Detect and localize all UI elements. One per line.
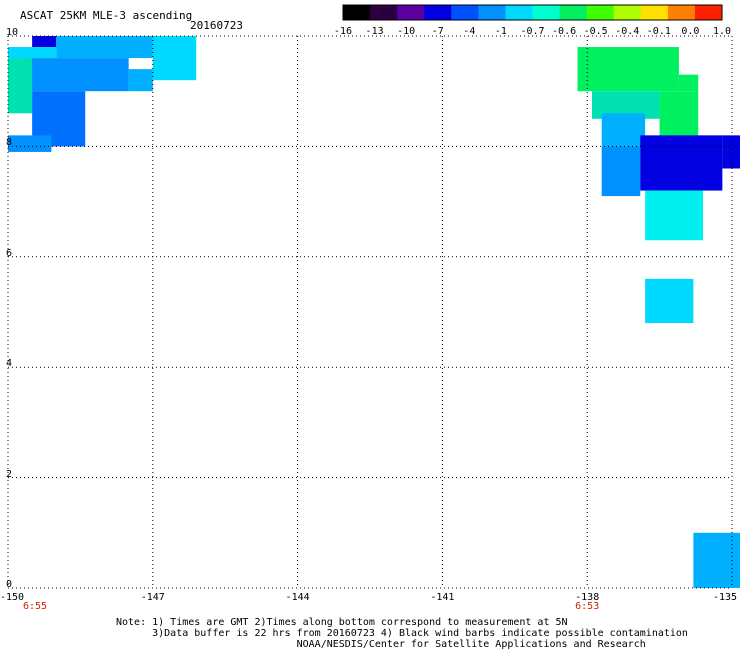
y-tick-label: 2 xyxy=(6,468,13,480)
note-line-1: Note: 1) Times are GMT 2)Times along bot… xyxy=(116,617,568,628)
wind-cell xyxy=(693,532,740,588)
wind-cell xyxy=(32,36,57,48)
colorbar-label: -13 xyxy=(365,26,384,37)
wind-cell xyxy=(8,47,57,59)
colorbar xyxy=(342,4,723,21)
x-tick-label: -144 xyxy=(285,592,310,603)
colorbar-swatch xyxy=(640,5,669,20)
map-title: ASCAT 25KM MLE-3 ascending xyxy=(20,9,193,22)
wind-cell xyxy=(601,146,641,197)
wind-cell xyxy=(128,69,153,92)
colorbar-label: -0.7 xyxy=(520,26,545,37)
x-tick-label: -141 xyxy=(430,592,455,603)
map-date: 20160723 xyxy=(190,19,243,32)
wind-cell xyxy=(8,135,52,152)
colorbar-frame xyxy=(342,4,723,21)
colorbar-label: -10 xyxy=(397,26,416,37)
data-cells xyxy=(8,36,740,588)
note-line-3: NOAA/NESDIS/Center for Satellite Applica… xyxy=(116,639,646,650)
colorbar-swatch xyxy=(613,5,642,20)
colorbar-swatch xyxy=(667,5,696,20)
colorbar-label: 0.0 xyxy=(681,26,700,37)
colorbar-label: -1 xyxy=(494,26,507,37)
colorbar-label: -7 xyxy=(431,26,444,37)
y-tick-label: 6 xyxy=(6,247,13,259)
colorbar-swatch xyxy=(343,5,371,20)
colorbar-label: -0.4 xyxy=(615,26,640,37)
colorbar-label: -0.5 xyxy=(583,26,608,37)
wind-cell xyxy=(645,278,694,324)
colorbar-label: -0.6 xyxy=(552,26,577,37)
y-tick-label: 0 xyxy=(6,579,13,590)
wind-cell xyxy=(8,58,33,114)
wind-cell xyxy=(678,74,699,92)
colorbar-swatch xyxy=(397,5,425,20)
wind-cell xyxy=(722,135,740,169)
wind-cell xyxy=(56,36,153,59)
wind-cell xyxy=(601,113,646,147)
wind-cell xyxy=(645,190,704,241)
colorbar-swatch xyxy=(370,5,398,20)
colorbar-swatch xyxy=(532,5,561,20)
y-tick-label: 4 xyxy=(6,358,13,370)
colorbar-swatch xyxy=(478,5,506,20)
x-tick-label: -135 xyxy=(712,592,738,603)
grid-lines xyxy=(7,35,733,589)
colorbar-swatch xyxy=(451,5,479,20)
colorbar-swatch xyxy=(694,5,723,20)
wind-cell xyxy=(640,135,723,191)
x-tick-label: -138 xyxy=(575,592,600,603)
colorbar-label: -0.1 xyxy=(646,26,671,37)
colorbar-swatch xyxy=(505,5,533,20)
colorbar-label: 1.0 xyxy=(712,26,732,37)
footnotes: Note: 1) Times are GMT 2)Times along bot… xyxy=(116,617,688,650)
colorbar-label: -16 xyxy=(333,26,353,37)
colorbar-swatch xyxy=(424,5,452,20)
x-tick-label: -147 xyxy=(140,592,165,603)
y-tick-label: 8 xyxy=(6,137,13,149)
colorbar-swatch xyxy=(559,5,588,20)
wind-cell xyxy=(577,47,679,92)
time-label: 6:55 xyxy=(22,601,48,612)
time-label: 6:53 xyxy=(575,601,600,612)
colorbar-swatch xyxy=(586,5,615,20)
wind-cell xyxy=(27,58,129,92)
x-tick-label: -150 xyxy=(0,592,25,603)
y-tick-label: 10 xyxy=(6,27,19,38)
wind-cell xyxy=(152,36,197,81)
note-line-2: 3)Data buffer is 22 hrs from 20160723 4)… xyxy=(116,628,688,639)
colorbar-label: -4 xyxy=(463,26,476,37)
